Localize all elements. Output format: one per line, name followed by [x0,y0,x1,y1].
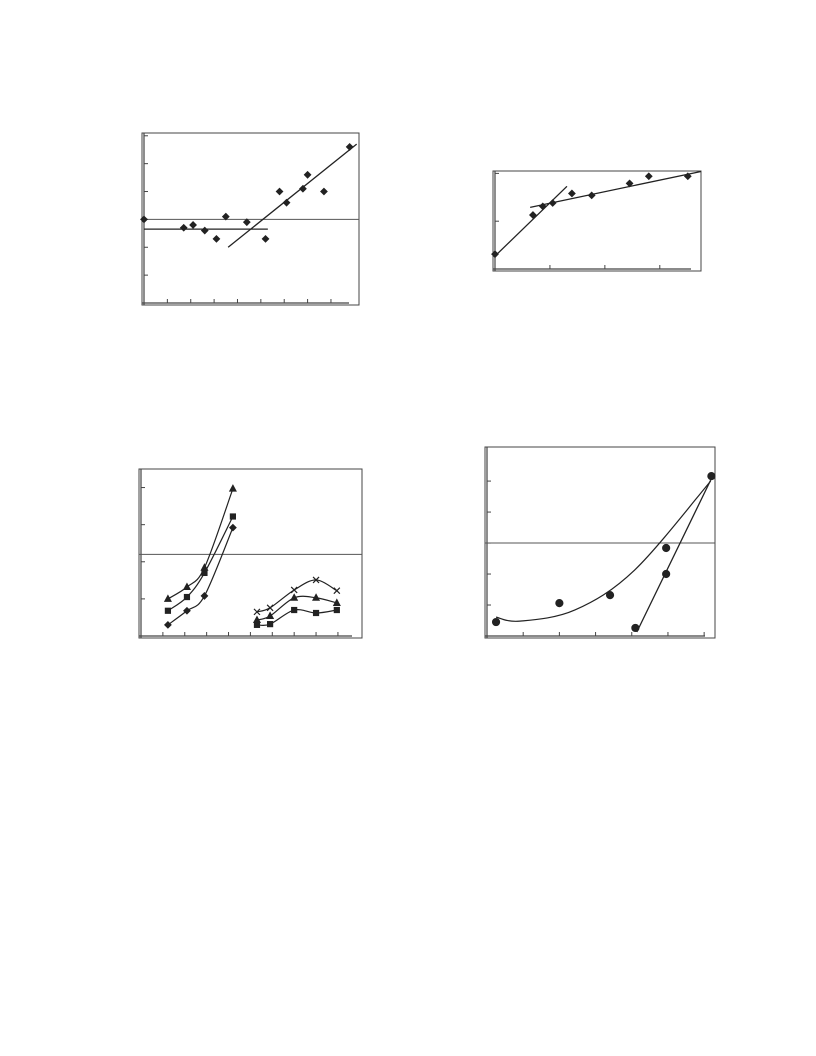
curve [167,488,234,600]
chart [484,446,716,639]
point [164,620,172,629]
point [183,593,191,601]
curve [167,516,234,612]
chart [491,170,702,272]
point [312,609,320,617]
point [221,212,230,221]
point [228,484,237,492]
point [261,234,270,243]
line [494,185,568,257]
point [253,608,261,616]
plot-frame [484,446,716,639]
point [332,598,341,606]
point [320,187,328,196]
point [253,621,261,628]
point [266,611,275,619]
point [228,523,237,532]
point [644,172,653,181]
point [290,586,298,594]
chart [138,468,363,639]
point [303,170,312,179]
chart [140,132,360,306]
point [212,234,221,243]
point [312,576,320,584]
point [164,607,172,614]
point [200,592,209,600]
point [182,582,191,591]
point [491,617,501,627]
point [290,593,299,601]
point [528,211,537,219]
line [530,170,702,208]
point [266,604,274,612]
point [140,215,148,224]
point [605,591,615,600]
point [333,606,340,614]
plot-frame [138,468,363,639]
point [555,599,564,608]
point [201,569,208,577]
plot-frame [492,170,702,272]
curve [167,527,234,626]
point [291,606,298,614]
point [491,250,499,259]
point [707,472,716,481]
point [312,593,321,601]
point [183,606,191,615]
point [275,187,284,196]
point [299,184,307,193]
point [662,543,671,553]
point [229,513,237,520]
point [163,594,172,602]
curve [495,480,712,622]
point [179,223,188,232]
point [189,221,197,229]
point [333,587,341,595]
point [567,189,576,198]
point [200,226,209,235]
line [227,143,358,248]
point [242,218,251,227]
line [636,479,712,633]
point [266,621,274,628]
